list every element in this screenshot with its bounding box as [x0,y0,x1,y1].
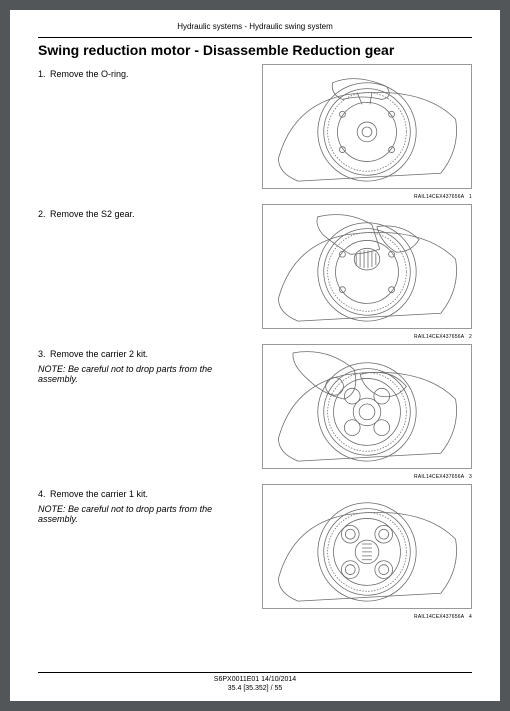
footer-line-2: 35.4 [35.352] / 55 [38,684,472,693]
step-note: NOTE: Be careful not to drop parts from … [38,364,230,384]
step-description: Remove the S2 gear. [50,209,135,219]
step-number: 1. [38,69,46,79]
step-4: 4. Remove the carrier 1 kit. NOTE: Be ca… [38,484,472,620]
step-note: NOTE: Be careful not to drop parts from … [38,504,230,524]
footer-line-1: S6PX0011E01 14/10/2014 [38,675,472,684]
figure-caption: RAIL14CEX437656A 2 [238,334,472,340]
rule-top [38,37,472,38]
step-description: Remove the carrier 1 kit. [50,489,148,499]
page-header: Hydraulic systems - Hydraulic swing syst… [38,22,472,31]
figure-1 [262,64,472,189]
figure-3 [262,344,472,469]
step-number: 3. [38,349,46,359]
step-description: Remove the O-ring. [50,69,129,79]
step-text: 2. Remove the S2 gear. [38,204,238,222]
page-footer: S6PX0011E01 14/10/2014 35.4 [35.352] / 5… [38,672,472,693]
step-description: Remove the carrier 2 kit. [50,349,148,359]
figure-col: RAIL14CEX437656A 4 [238,484,472,620]
page-title: Swing reduction motor - Disassemble Redu… [38,42,472,58]
step-3: 3. Remove the carrier 2 kit. NOTE: Be ca… [38,344,472,480]
step-text: 4. Remove the carrier 1 kit. NOTE: Be ca… [38,484,238,524]
figure-2 [262,204,472,329]
figure-caption: RAIL14CEX437656A 4 [238,614,472,620]
figure-col: RAIL14CEX437656A 1 [238,64,472,200]
figure-caption: RAIL14CEX437656A 3 [238,474,472,480]
figure-col: RAIL14CEX437656A 2 [238,204,472,340]
figure-col: RAIL14CEX437656A 3 [238,344,472,480]
step-2: 2. Remove the S2 gear. [38,204,472,340]
page: Hydraulic systems - Hydraulic swing syst… [10,10,500,701]
figure-4 [262,484,472,609]
step-1: 1. Remove the O-ring. [38,64,472,200]
step-number: 2. [38,209,46,219]
step-text: 3. Remove the carrier 2 kit. NOTE: Be ca… [38,344,238,384]
rule-bottom [38,672,472,673]
figure-caption: RAIL14CEX437656A 1 [238,194,472,200]
step-number: 4. [38,489,46,499]
step-text: 1. Remove the O-ring. [38,64,238,82]
